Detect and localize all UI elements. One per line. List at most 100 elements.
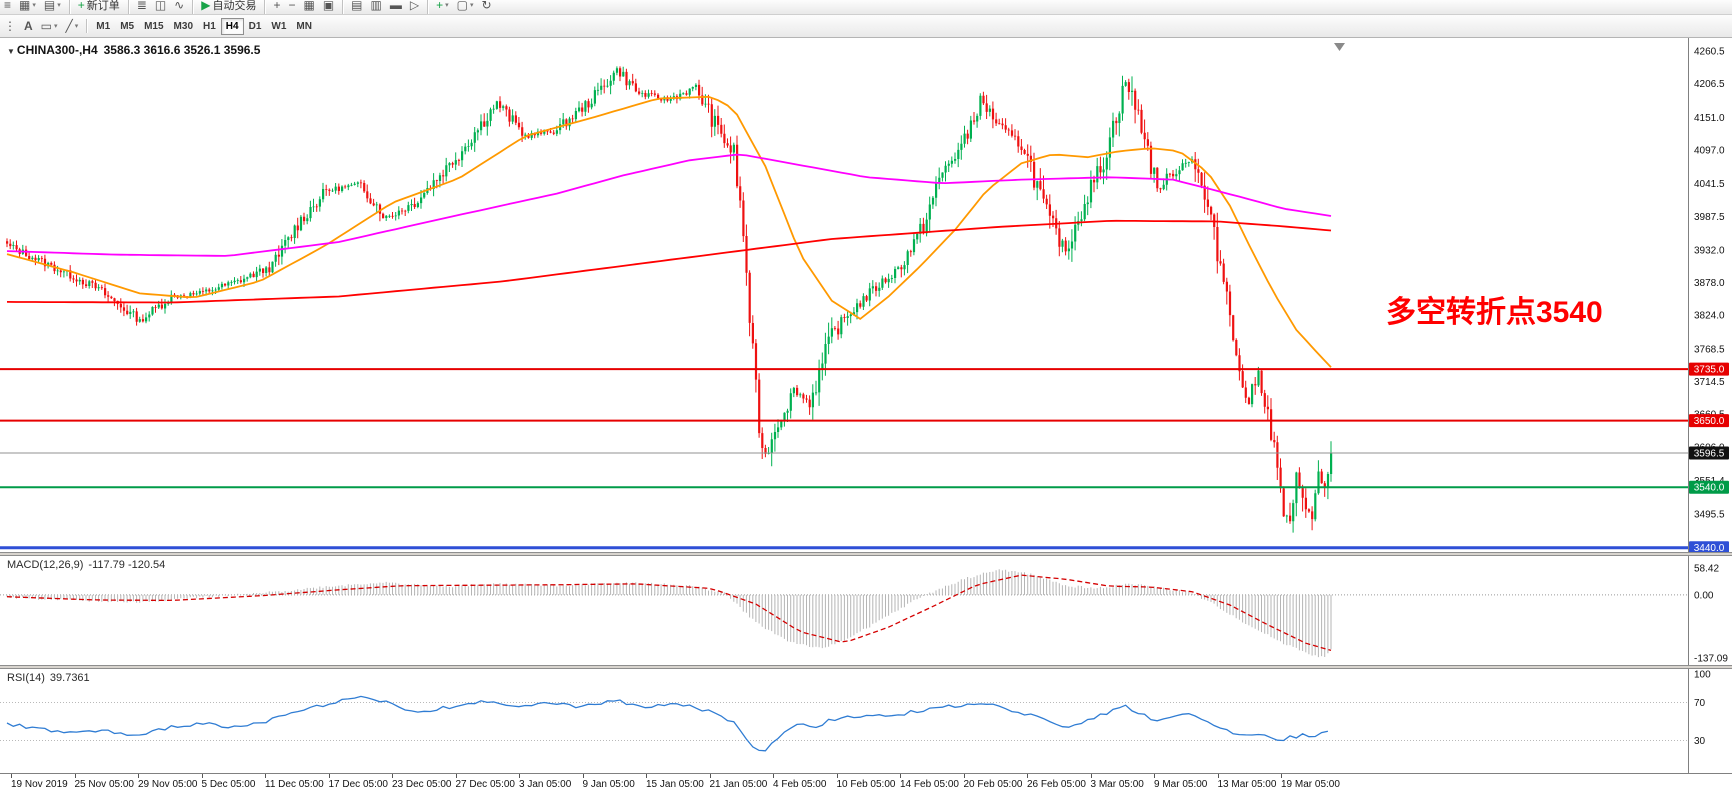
svg-text:3495.5: 3495.5 bbox=[1694, 510, 1725, 521]
panel-divider[interactable] bbox=[0, 552, 1732, 556]
time-label: 3 Mar 05:00 bbox=[1090, 779, 1144, 790]
timeframe-D1[interactable]: D1 bbox=[248, 20, 262, 32]
candlestick-chart-icon[interactable]: ◫ bbox=[152, 0, 169, 12]
line-chart-icon[interactable]: ∿ bbox=[171, 0, 187, 12]
timeframe-H1[interactable]: H1 bbox=[203, 20, 216, 32]
time-label: 11 Dec 05:00 bbox=[265, 779, 324, 790]
time-label: 27 Dec 05:00 bbox=[455, 779, 516, 790]
navigator-icon[interactable]: ▥ bbox=[368, 0, 385, 12]
time-label: 19 Nov 2019 bbox=[11, 779, 68, 790]
svg-text:3440.0: 3440.0 bbox=[1694, 543, 1725, 552]
tile-windows-icon[interactable]: ▦ bbox=[300, 0, 317, 12]
toolbar-separator bbox=[427, 0, 429, 14]
new-order-button[interactable]: + 新订单 bbox=[75, 0, 123, 14]
timeframe-M1[interactable]: M1 bbox=[96, 20, 111, 32]
dropdown-caret-icon[interactable]: ▾ bbox=[74, 23, 79, 30]
arrange-windows-icon[interactable]: ▣ bbox=[320, 0, 337, 12]
zoom-in-icon-glyph: + bbox=[273, 0, 281, 12]
dropdown-caret-icon[interactable]: ▾ bbox=[32, 2, 36, 9]
bar-chart-icon[interactable]: ≣ bbox=[134, 0, 150, 12]
line-studies-toolbar: ⋮ A ▭ ▾ ╱ ▾ bbox=[0, 19, 91, 33]
macd-indicator-label: MACD(12,26,9) -117.79 -120.54 bbox=[7, 559, 166, 571]
ma-slow-red[interactable] bbox=[6, 219, 1332, 304]
arrange-windows-icon-glyph: ▣ bbox=[322, 0, 335, 12]
price-chart-canvas[interactable]: 4260.5 4206.5 4151.0 4097.0 4041.5 3987.5 3932… bbox=[0, 38, 1732, 552]
new-order-button-label: 新订单 bbox=[86, 0, 120, 12]
ma-fast-orange[interactable] bbox=[6, 95, 1332, 368]
text-glyph: A bbox=[24, 19, 33, 33]
time-label: 14 Feb 05:00 bbox=[900, 779, 959, 790]
dropdown-caret-icon[interactable]: ▾ bbox=[54, 23, 58, 30]
zoom-in-icon[interactable]: + bbox=[270, 0, 283, 12]
shapes-tool[interactable]: ▭ ▾ bbox=[38, 19, 61, 33]
rsi-panel-canvas[interactable]: 100 70 30 bbox=[0, 669, 1732, 773]
chart-shift-marker-icon[interactable] bbox=[1334, 43, 1345, 51]
toolbar-grip-icon[interactable]: ⋮ bbox=[1, 19, 19, 33]
text-tool[interactable]: A bbox=[21, 19, 36, 33]
timeframe-H4[interactable]: H4 bbox=[220, 17, 244, 35]
macd-signal-line bbox=[6, 574, 1332, 652]
refresh-icon[interactable]: ↻ bbox=[478, 0, 494, 12]
price-badges: 3735.0 3650.0 3596.5 3540.0 3440.0 bbox=[1689, 362, 1729, 552]
price-badge-3650.0 bbox=[1689, 414, 1729, 428]
time-tick bbox=[1090, 774, 1092, 778]
dropdown-caret-icon[interactable]: ▾ bbox=[469, 2, 474, 9]
macd-histogram bbox=[6, 569, 1332, 658]
add-indicator-icon[interactable]: + ▾ bbox=[433, 0, 452, 12]
candlestick-chart-icon-glyph: ◫ bbox=[154, 0, 167, 12]
terminal-icon[interactable]: ▬ bbox=[387, 0, 405, 12]
time-tick bbox=[11, 774, 12, 778]
dropdown-caret-icon[interactable]: ▾ bbox=[57, 2, 61, 9]
svg-text:70: 70 bbox=[1694, 698, 1706, 709]
timeframe-M5[interactable]: M5 bbox=[120, 20, 135, 32]
window-grip-icon[interactable]: ≡ bbox=[1, 0, 14, 12]
timeframe-MN[interactable]: MN bbox=[296, 20, 312, 32]
new-chart-icon[interactable]: ▦ ▾ bbox=[16, 0, 39, 12]
template-icon[interactable]: ▢ ▾ bbox=[454, 0, 477, 12]
toolbar-separator bbox=[86, 19, 88, 33]
ma-mid-magenta[interactable] bbox=[6, 153, 1332, 257]
tile-windows-icon-glyph: ▦ bbox=[303, 0, 315, 12]
strategy-tester-icon[interactable]: ▷ bbox=[407, 0, 422, 12]
price-badge-3540.0 bbox=[1689, 480, 1729, 494]
data-window-icon[interactable]: ▤ bbox=[348, 0, 365, 12]
time-tick bbox=[1281, 774, 1282, 778]
dropdown-caret-icon[interactable]: ▾ bbox=[445, 2, 449, 9]
autotrading-glyph: ▶ bbox=[201, 0, 211, 12]
price-scale[interactable] bbox=[1688, 38, 1732, 773]
svg-text:4206.5: 4206.5 bbox=[1694, 79, 1725, 90]
ohlc-values: 3586.3 3616.6 3526.1 3596.5 bbox=[103, 43, 261, 57]
time-scale[interactable] bbox=[0, 773, 1688, 800]
zoom-out-icon[interactable]: − bbox=[285, 0, 298, 12]
line-chart-icon-glyph: ∿ bbox=[174, 0, 185, 12]
time-tick bbox=[963, 774, 965, 778]
symbol-dropdown-icon[interactable]: ▼ bbox=[7, 47, 15, 56]
time-label: 26 Feb 05:00 bbox=[1027, 779, 1086, 790]
trendline-tool[interactable]: ╱ ▾ bbox=[63, 19, 82, 33]
timeframe-W1[interactable]: W1 bbox=[271, 20, 287, 32]
time-label: 23 Dec 05:00 bbox=[392, 779, 452, 790]
svg-text:3768.5: 3768.5 bbox=[1694, 344, 1725, 355]
time-tick bbox=[709, 774, 711, 778]
price-badge-3440.0 bbox=[1689, 541, 1729, 552]
svg-text:30: 30 bbox=[1694, 736, 1706, 747]
time-label: 15 Jan 05:00 bbox=[646, 779, 704, 790]
time-label: 21 Jan 05:00 bbox=[709, 779, 768, 790]
toolbar-separator bbox=[192, 0, 194, 14]
profiles-icon-glyph: ▤ bbox=[43, 0, 56, 12]
panel-divider[interactable] bbox=[0, 665, 1732, 669]
horizontal-levels bbox=[0, 368, 1688, 550]
toolbar-separator bbox=[127, 0, 129, 14]
time-label: 17 Dec 05:00 bbox=[328, 779, 389, 790]
svg-text:3932.0: 3932.0 bbox=[1694, 245, 1725, 256]
timeframe-M15[interactable]: M15 bbox=[144, 20, 164, 32]
refresh-icon-glyph: ↻ bbox=[481, 0, 492, 12]
profiles-icon[interactable]: ▤ ▾ bbox=[41, 0, 64, 12]
timeframe-toolbar: M1 M5 M15 M30 H1 H4 D1 W1 MN bbox=[91, 17, 317, 35]
annotation-text: 多空转折点3540 bbox=[1386, 296, 1603, 329]
timeframe-M30[interactable]: M30 bbox=[173, 20, 193, 32]
symbol-period-label: CHINA300-,H4 bbox=[16, 43, 98, 57]
autotrading-button[interactable]: ▶ 自动交易 bbox=[198, 0, 259, 14]
trendline-glyph: ╱ bbox=[65, 19, 73, 33]
macd-panel-canvas[interactable]: 58.42 0.00 -137.09 bbox=[0, 556, 1732, 665]
